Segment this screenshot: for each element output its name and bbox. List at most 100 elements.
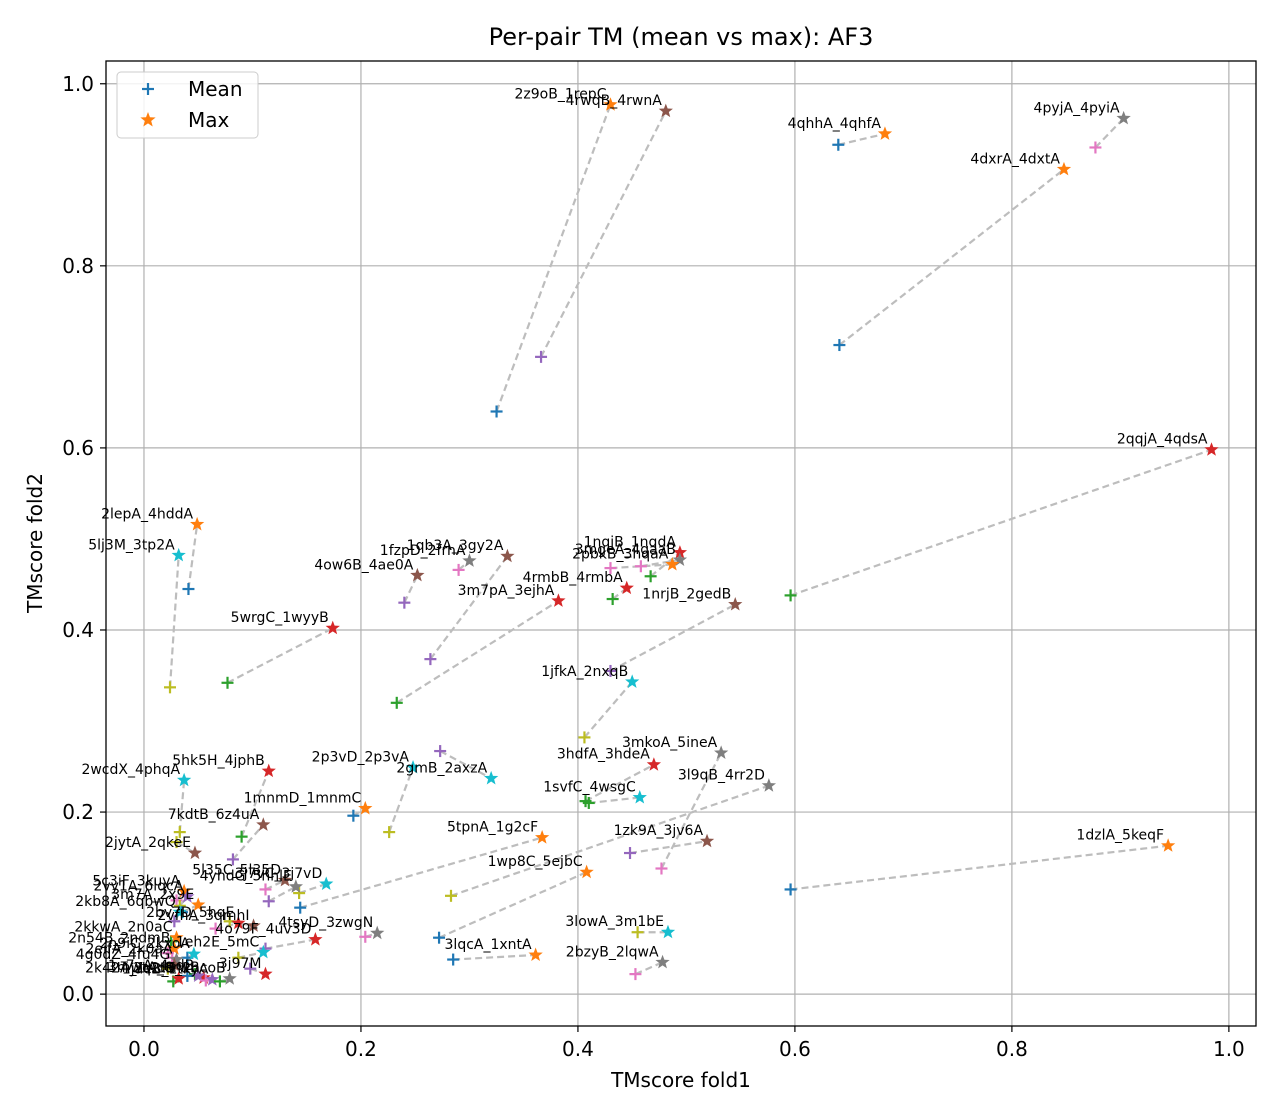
mean-point [398,596,411,609]
pair-label: 5tpnA_1g2cF [447,820,538,836]
pair-label: 2z9oB_1repC [515,87,607,103]
y-axis-label: TMscore fold2 [23,473,47,614]
x-tick-label: 0.6 [779,1037,811,1061]
connector-line [790,844,1169,891]
max-point [484,770,499,785]
connector-line [268,885,297,903]
mean-point [347,809,360,822]
legend-max-marker [140,112,156,127]
max-point [1160,838,1176,852]
max-point [169,952,184,966]
y-axis-ticks: 0.0 0.2 0.4 0.6 0.8 1.0 [62,72,106,1006]
pair-connector-lines [167,104,1212,983]
max-point [877,126,893,140]
connector-line [168,555,180,688]
grid-lines [106,61,1256,1026]
max-point [1204,442,1219,456]
pair-label: 3j97M [219,956,262,972]
mean-point [624,847,637,860]
pair-label: 5lj3M_3tp2A [88,537,175,553]
pair-label: 2qqjA_4qdsA [1117,432,1208,448]
pair-label: 2kkwA_2n0aC [74,920,172,936]
mean-point [294,901,307,914]
connector-line [495,104,612,412]
mean-point [168,915,181,928]
connector-line [609,603,736,672]
x-axis-label: TMscore fold1 [610,1068,751,1092]
mean-point [262,895,275,908]
max-point [288,879,303,893]
mean-point [1089,141,1102,154]
pair-label: 3m7pA_3ejhA [458,583,555,599]
max-point [205,972,220,986]
pair-label: 2lepA_4hddA [101,506,193,522]
x-axis-ticks: 0.0 0.2 0.4 0.6 0.8 1.0 [128,1026,1245,1061]
data-points [161,97,1219,988]
max-point [176,883,192,898]
y-tick-label: 0.6 [62,436,94,460]
connector-line [388,767,415,833]
max-point [171,547,186,562]
mean-point [209,922,222,935]
max-point [246,918,261,932]
max-point [672,552,688,566]
max-point [231,915,246,930]
max-point [655,954,670,969]
max-point [646,757,662,771]
mean-point [644,570,657,583]
max-point [256,944,271,959]
max-point [1116,110,1131,125]
max-point [625,674,640,688]
pair-label: 2kb8A_6qbwQ [75,894,176,910]
pair-label: 4ow6B_4ae0A [314,557,413,573]
pair-label: 3mgeA_4gaaB [575,542,676,558]
connector-line [298,882,327,895]
connector-line [232,824,265,861]
max-point [714,745,729,759]
mean-point [832,138,845,151]
max-point [190,516,205,531]
pair-label: 1nrjB_2gedB [642,586,731,602]
y-tick-label: 0.2 [62,800,94,824]
mean-point [634,560,647,573]
connector-line [429,555,509,660]
mean-point [833,339,846,352]
max-point [187,845,203,860]
pair-label: 3lowA_3m1bE [565,914,664,930]
pair-label: 1zk9A_3jv6A [614,823,704,839]
connector-line [649,551,681,578]
pair-label: 3j7vC_3j7vD [235,866,323,882]
legend: Mean Max [116,71,259,139]
pair-label: 1fzpD_2frhA [380,543,466,559]
mean-point [434,745,447,758]
max-point [632,790,647,804]
pair-label: 1eh2E_5mC [176,934,260,950]
mean-point [424,653,437,666]
max-point [551,593,566,607]
max-point [167,957,182,972]
connector-line [838,132,886,146]
mean-point [226,853,239,866]
max-point [619,580,634,595]
pair-label: 1dzlA_5keqF [1076,828,1164,844]
pair-label: 3lqcA_1xntA [445,937,533,953]
mean-point [383,826,396,839]
y-tick-label: 0.4 [62,618,94,642]
connector-line [629,840,708,855]
x-tick-label: 1.0 [1213,1037,1245,1061]
pair-label: 4dxrA_4dxtA [970,151,1060,167]
x-tick-label: 0.8 [996,1037,1028,1061]
x-tick-label: 0.4 [562,1037,594,1061]
max-point [672,545,688,559]
pair-label: 5hk5H_4jphB [172,753,264,769]
connector-line [540,110,667,358]
max-point [462,553,477,567]
max-point [370,925,385,940]
legend-max-label: Max [188,108,230,132]
pair-label: 3mwtA_6rwB [108,960,200,976]
max-point [308,932,323,946]
connector-line [265,879,286,891]
max-point [222,971,237,985]
mean-point [244,962,257,975]
